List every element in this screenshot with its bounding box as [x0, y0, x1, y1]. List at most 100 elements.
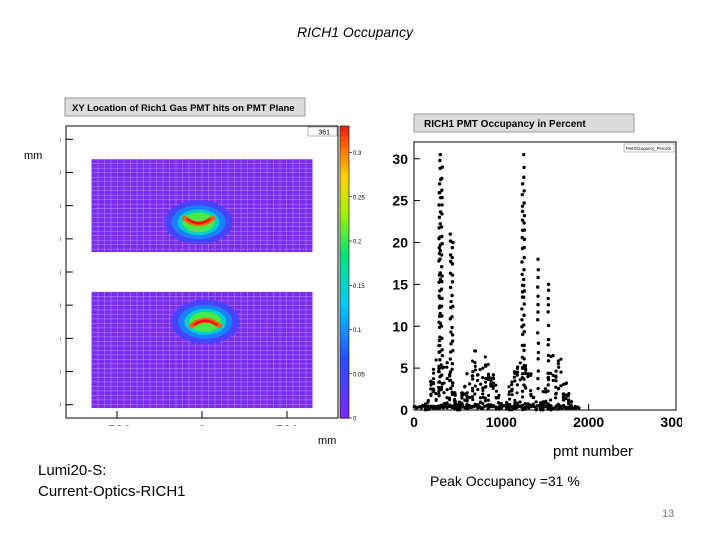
colorbar-segment — [340, 340, 349, 346]
colorbar-tick-label: 0.1 — [353, 328, 362, 334]
data-point — [569, 403, 573, 407]
x-unit-label: mm — [318, 435, 337, 447]
data-point — [450, 384, 455, 388]
colorbar-segment — [340, 383, 349, 390]
data-point — [440, 165, 444, 169]
data-point — [522, 221, 526, 225]
hotspot-core — [186, 217, 211, 225]
data-point — [546, 359, 551, 363]
lumi-label-line1: Lumi20-S: — [38, 462, 107, 479]
y-tick-label: 400 — [60, 198, 61, 214]
data-point — [561, 392, 565, 396]
y-tick-label: 5 — [400, 360, 408, 376]
data-point — [544, 405, 548, 409]
data-point — [546, 375, 551, 379]
data-point — [543, 387, 548, 391]
y-tick-label: 0 — [400, 402, 408, 418]
data-point — [546, 343, 550, 347]
data-point — [564, 396, 568, 401]
data-point — [434, 358, 438, 362]
data-point — [448, 386, 453, 391]
colorbar-segment — [340, 272, 349, 278]
data-point — [431, 371, 436, 375]
data-point — [513, 379, 517, 383]
data-point — [522, 189, 526, 193]
x-tick-label: 500 — [275, 422, 299, 426]
y-tick-label: 15 — [392, 276, 408, 292]
data-point — [438, 311, 442, 316]
data-point — [471, 370, 475, 374]
colorbar-segment — [340, 408, 349, 414]
data-point — [520, 365, 525, 370]
colorbar-segment — [340, 130, 349, 137]
data-point — [437, 236, 441, 241]
data-point — [419, 406, 423, 410]
data-point — [470, 404, 474, 409]
data-point — [566, 394, 571, 398]
data-point — [496, 406, 501, 411]
data-point — [450, 273, 455, 277]
data-point — [536, 302, 540, 307]
data-point — [505, 401, 509, 405]
x-tick-label: 1000 — [486, 414, 517, 430]
colorbar-segment — [340, 208, 349, 215]
data-point — [440, 382, 445, 386]
data-point — [513, 401, 517, 406]
data-point — [437, 280, 441, 284]
data-point — [426, 405, 430, 409]
y-tick-label: 0 — [60, 264, 61, 280]
colorbar-segment — [340, 228, 349, 234]
colorbar-segment — [340, 203, 349, 210]
data-point — [567, 398, 571, 402]
data-point — [520, 395, 525, 399]
data-point — [440, 296, 444, 301]
data-point — [522, 267, 526, 272]
data-point — [536, 267, 540, 272]
data-point — [450, 262, 455, 266]
data-point — [450, 333, 455, 337]
data-point — [489, 379, 493, 383]
data-point — [437, 251, 442, 256]
data-point — [437, 320, 441, 324]
data-point — [450, 339, 455, 343]
data-point — [577, 406, 581, 410]
data-point — [494, 389, 498, 393]
data-point — [553, 396, 558, 400]
data-point — [429, 387, 433, 391]
data-point — [546, 407, 550, 411]
data-point — [445, 396, 449, 400]
data-point — [510, 383, 514, 387]
colorbar-segment — [340, 242, 349, 249]
data-point — [450, 255, 454, 260]
data-point — [546, 389, 550, 393]
colorbar-segment — [340, 286, 349, 293]
data-point — [483, 380, 488, 384]
data-point — [497, 393, 501, 397]
data-point — [473, 384, 477, 388]
colorbar-segment — [340, 184, 349, 190]
colorbar-tick-label: 0 — [353, 417, 357, 423]
data-point — [535, 285, 540, 289]
data-point — [423, 402, 428, 406]
data-point — [470, 386, 475, 390]
data-point — [478, 401, 482, 405]
colorbar-segment — [340, 388, 349, 395]
heatmap-title: XY Location of Rich1 Gas PMT hits on PMT… — [72, 103, 295, 114]
data-point — [448, 378, 453, 383]
scatter-title: RICH1 PMT Occupancy in Percent — [424, 119, 586, 130]
data-point — [515, 366, 519, 370]
data-point — [440, 241, 444, 246]
data-point — [559, 370, 563, 374]
colorbar-segment — [340, 169, 349, 176]
data-point — [522, 302, 526, 306]
colorbar-segment — [340, 189, 349, 195]
data-point — [437, 380, 442, 384]
data-point — [479, 382, 483, 386]
colorbar-segment — [340, 199, 349, 205]
data-point — [496, 396, 500, 400]
data-point — [556, 362, 560, 366]
data-point — [448, 357, 453, 361]
data-point — [531, 402, 535, 406]
data-point — [442, 391, 446, 395]
colorbar-segment — [340, 135, 349, 142]
